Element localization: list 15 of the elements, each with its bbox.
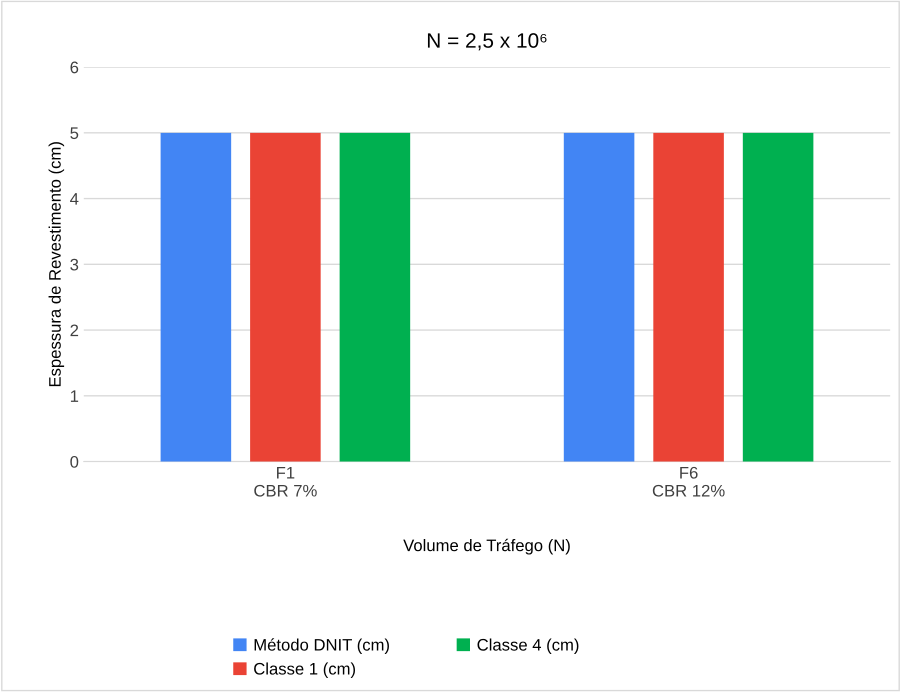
x-axis-title: Volume de Tráfego (N) xyxy=(403,538,570,555)
y-axis-title: Espessura de Revestimento (cm) xyxy=(48,142,64,386)
y-tick-label: 1 xyxy=(70,390,78,402)
y-tick-label: 0 xyxy=(70,456,78,468)
x-tick-label: F6 CBR 12% xyxy=(652,466,725,497)
chart-title: N = 2,5 x 10⁶ xyxy=(428,33,547,50)
y-tick-label: 3 xyxy=(70,258,78,271)
y-tick-label: 6 xyxy=(70,62,78,74)
x-tick-label: F1 CBR 7% xyxy=(254,467,317,497)
y-tick-label: 5 xyxy=(70,127,78,140)
legend-label: Classe 4 (cm) xyxy=(478,638,578,654)
y-tick-label: 4 xyxy=(70,193,78,205)
legend-label: Classe 1 (cm) xyxy=(254,662,356,678)
y-tick-label: 2 xyxy=(70,324,78,336)
legend-label: Método DNIT (cm) xyxy=(254,638,389,654)
